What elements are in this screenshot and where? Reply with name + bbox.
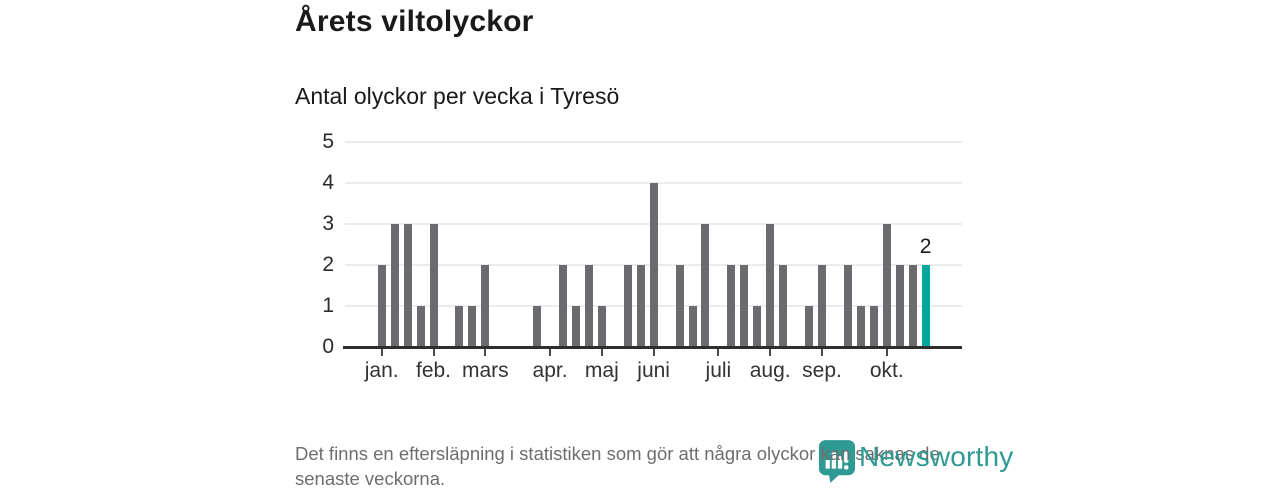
- bar: [805, 305, 814, 347]
- bar: [623, 264, 632, 347]
- bar-value-label: 2: [919, 234, 932, 258]
- y-axis-label: 4: [322, 170, 334, 194]
- bar: [895, 264, 904, 347]
- month-label: feb.: [415, 359, 452, 382]
- bar: [649, 182, 658, 347]
- bar: [701, 223, 710, 347]
- bar: [533, 305, 542, 347]
- bar: [571, 305, 580, 347]
- month-tick: [380, 349, 383, 356]
- month-label: maj: [584, 359, 619, 382]
- bar: [403, 223, 412, 347]
- month-tick: [821, 349, 823, 356]
- page-title: Årets viltolyckor: [295, 5, 534, 38]
- bar: [559, 264, 567, 347]
- month-label: juni: [637, 359, 670, 382]
- month-label: mars: [461, 359, 509, 382]
- month-tick: [600, 349, 603, 356]
- newsworthy-logo: Newsworthy: [818, 438, 1058, 483]
- footer-note: Det finns en eftersläpning i statistiken…: [295, 441, 940, 491]
- bar: [675, 264, 684, 347]
- bar: [740, 264, 749, 347]
- newsworthy-wordmark: Newsworthy: [859, 441, 1014, 472]
- y-axis-label: 0: [322, 335, 334, 358]
- month-label: okt.: [869, 359, 904, 382]
- gridline-y5: [345, 140, 962, 143]
- bar: [727, 264, 736, 347]
- bar: [688, 305, 697, 347]
- plot-area: [345, 140, 962, 347]
- bar: [468, 305, 477, 347]
- newsworthy-pin-barchart-icon: [818, 440, 856, 483]
- bar: [818, 264, 826, 347]
- y-axis-label: 3: [322, 211, 334, 235]
- month-label: jan.: [364, 359, 399, 382]
- bar: [753, 305, 762, 347]
- infographic-canvas: Årets viltolyckor Antal olyckor per veck…: [295, 5, 1058, 489]
- bar: [416, 305, 425, 347]
- month-tick: [885, 349, 888, 356]
- footer-note-line: Det finns en eftersläpning i statistiken…: [295, 443, 940, 464]
- bar: [779, 264, 788, 347]
- month-tick: [432, 349, 435, 356]
- bar: [636, 264, 645, 347]
- month-tick: [652, 349, 655, 356]
- highlight-bar: [921, 264, 930, 347]
- bar: [584, 264, 593, 347]
- month-label: aug.: [749, 359, 791, 382]
- bar: [390, 223, 399, 347]
- month-tick: [717, 349, 720, 356]
- bar: [882, 223, 891, 347]
- bar: [455, 305, 464, 347]
- month-label: apr.: [532, 359, 568, 382]
- bar: [856, 305, 865, 347]
- month-tick: [769, 349, 772, 356]
- chart-subtitle: Antal olyckor per vecka i Tyresö: [295, 83, 620, 109]
- month-tick: [484, 349, 487, 356]
- y-axis-label: 1: [322, 293, 334, 317]
- month-tick: [549, 349, 552, 356]
- y-axis-label: 5: [322, 129, 334, 153]
- bar: [766, 223, 775, 347]
- bar: [377, 264, 386, 347]
- x-axis-line: [343, 346, 962, 349]
- bar: [481, 264, 490, 347]
- month-label: juli: [705, 359, 732, 382]
- bar: [597, 305, 606, 347]
- bar: [429, 223, 438, 347]
- bar: [869, 305, 878, 347]
- gridline-y4: [345, 181, 962, 184]
- bar: [908, 264, 917, 347]
- month-label: sep.: [802, 359, 842, 382]
- bar: [843, 264, 852, 347]
- footer-note-line: senaste veckorna.: [295, 468, 446, 489]
- y-axis-label: 2: [322, 252, 334, 276]
